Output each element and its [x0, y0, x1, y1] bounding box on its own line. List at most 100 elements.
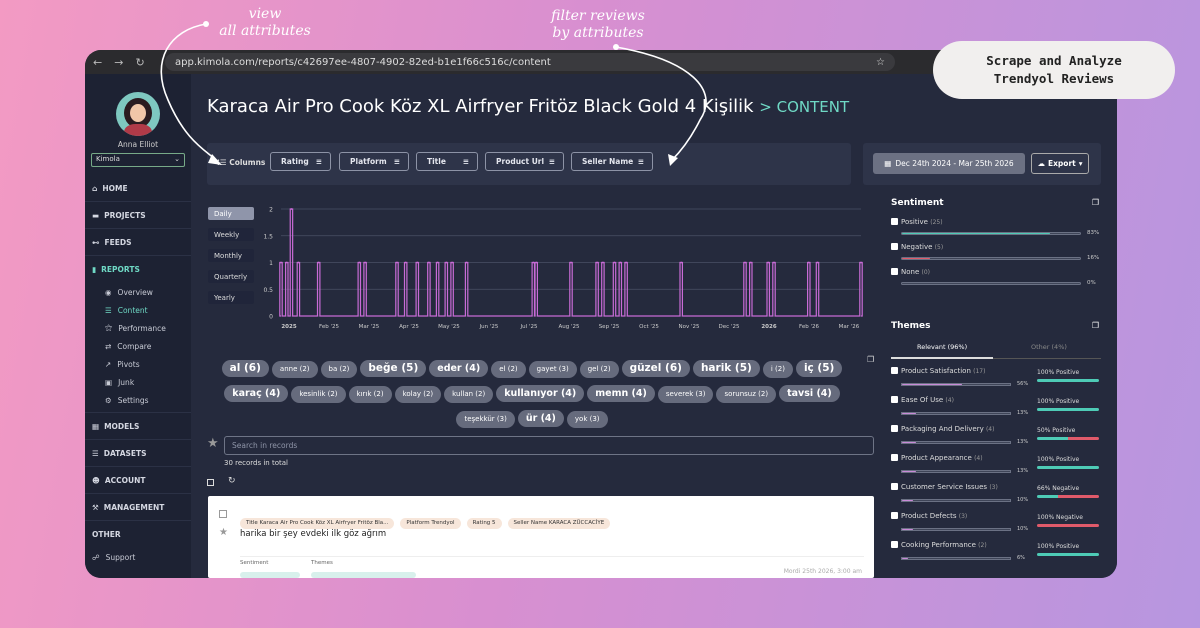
theme-row[interactable]: Product Satisfaction (17) 56% 100% Positiv… — [891, 367, 1101, 396]
word-tag[interactable]: gayet (3) — [528, 361, 577, 378]
word-tag[interactable]: ba (2) — [320, 361, 358, 378]
word-tag[interactable]: el (2) — [491, 361, 526, 378]
sidebar-item-management[interactable]: ⚒ MANAGEMENT — [85, 494, 191, 521]
word-tag[interactable]: beğe (5) — [360, 360, 427, 377]
theme-checkbox[interactable] — [891, 541, 898, 548]
word-tag[interactable]: teşekkür (3) — [456, 411, 515, 428]
word-tag[interactable]: güzel (6) — [621, 360, 690, 377]
record-attribute-tag: Title Karaca Air Pro Cook Köz XL Airfrye… — [240, 518, 395, 529]
word-tag[interactable]: iç (5) — [795, 360, 843, 377]
theme-row[interactable]: Product Appearance (4) 13% 100% Positive — [891, 454, 1101, 483]
sentiment-row[interactable]: None (0) 0% — [891, 268, 1101, 293]
sentiment-bar — [901, 232, 1081, 235]
word-tag[interactable]: severek (3) — [657, 386, 714, 403]
filter-product-url-button[interactable]: Product Url ≡ — [485, 152, 564, 171]
refresh-icon[interactable]: ↻ — [228, 476, 236, 486]
url-bar[interactable]: app.kimola.com/reports/c42697ee-4807-490… — [165, 53, 895, 71]
sidebar-sub-overview[interactable]: ◉ Overview — [85, 283, 191, 301]
record-star-icon[interactable]: ★ — [219, 527, 228, 538]
word-tag[interactable]: gel (2) — [579, 361, 619, 378]
sidebar-sub-compare[interactable]: ⇄ Compare — [85, 337, 191, 355]
granularity-daily[interactable]: Daily — [208, 207, 254, 220]
sidebar-item-home[interactable]: ⌂ HOME — [85, 175, 191, 202]
copy-icon[interactable]: ❐ — [1091, 198, 1099, 207]
sentiment-label: Negative — [901, 243, 933, 251]
sentiment-row[interactable]: Positive (25) 83% — [891, 218, 1101, 243]
sentiment-row[interactable]: Negative (5) 16% — [891, 243, 1101, 268]
x-tick-label: Feb '25 — [319, 324, 339, 330]
sidebar-sub-content[interactable]: ☰ Content — [85, 301, 191, 319]
word-tag[interactable]: memn (4) — [587, 385, 655, 402]
export-button[interactable]: ☁ Export ▾ — [1031, 153, 1089, 174]
granularity-weekly[interactable]: Weekly — [208, 228, 254, 241]
theme-checkbox[interactable] — [891, 367, 898, 374]
sidebar-sub-support[interactable]: ☍ Support — [85, 548, 191, 566]
theme-checkbox[interactable] — [891, 454, 898, 461]
reload-icon[interactable]: ↻ — [135, 55, 145, 69]
sidebar-sub-pivots[interactable]: ↗ Pivots — [85, 355, 191, 373]
theme-checkbox[interactable] — [891, 396, 898, 403]
sidebar-sub-junk[interactable]: ▣ Junk — [85, 373, 191, 391]
word-tag[interactable]: kesinlik (2) — [291, 386, 346, 403]
org-select[interactable]: Kimola ⌄ — [91, 153, 185, 167]
theme-checkbox[interactable] — [891, 483, 898, 490]
granularity-monthly[interactable]: Monthly — [208, 249, 254, 262]
word-tag[interactable]: kolay (2) — [394, 386, 442, 403]
sidebar-item-reports[interactable]: ▮ REPORTS — [85, 256, 191, 283]
sentiment-checkbox[interactable] — [891, 218, 898, 225]
theme-sentiment-text: 100% Negative — [1037, 514, 1083, 521]
filter-rating-button[interactable]: Rating ≡ — [270, 152, 331, 171]
theme-bar-fill — [902, 413, 917, 414]
tab-relevant[interactable]: Relevant (96%) — [917, 343, 968, 351]
sidebar-sub-performance[interactable]: ⚝ Performance — [85, 319, 191, 337]
theme-row[interactable]: Packaging And Delivery (4) 13% 50% Positiv… — [891, 425, 1101, 454]
granularity-yearly[interactable]: Yearly — [208, 291, 254, 304]
filter-title-button[interactable]: Title ≡ — [416, 152, 478, 171]
data-point — [749, 261, 752, 264]
search-input[interactable]: Search in records — [224, 436, 874, 455]
avatar[interactable] — [116, 92, 160, 136]
sidebar-sub-settings[interactable]: ⚙ Settings — [85, 391, 191, 409]
granularity-quarterly[interactable]: Quarterly — [208, 270, 254, 283]
sentiment-checkbox[interactable] — [891, 243, 898, 250]
word-tag[interactable]: ür (4) — [517, 410, 564, 427]
tab-other[interactable]: Other (4%) — [1031, 343, 1067, 351]
theme-checkbox[interactable] — [891, 425, 898, 432]
word-tag[interactable]: tavsi (4) — [779, 385, 840, 402]
star-icon[interactable]: ☆ — [876, 56, 885, 68]
theme-row[interactable]: Customer Service Issues (3) 10% 66% Negati… — [891, 483, 1101, 512]
select-all-checkbox[interactable] — [207, 479, 214, 486]
favorite-star-icon[interactable]: ★ — [207, 436, 219, 451]
copy-icon[interactable]: ❐ — [867, 355, 875, 364]
filter-seller-name-button[interactable]: Seller Name ≡ — [571, 152, 653, 171]
word-tag[interactable]: kırık (2) — [348, 386, 392, 403]
forward-icon[interactable]: → — [114, 55, 124, 69]
sidebar-item-account[interactable]: ☻ ACCOUNT — [85, 467, 191, 494]
back-icon[interactable]: ← — [93, 55, 103, 69]
sidebar-item-projects[interactable]: ▬ PROJECTS — [85, 202, 191, 229]
sidebar-item-models[interactable]: ▦ MODELS — [85, 413, 191, 440]
theme-row[interactable]: Cooking Performance (2) 6% 100% Positive — [891, 541, 1101, 570]
word-tag[interactable]: sorunsuz (2) — [716, 386, 777, 403]
columns-button[interactable]: ⁝☰ Columns — [217, 158, 265, 167]
theme-row[interactable]: Product Defects (3) 10% 100% Negative — [891, 512, 1101, 541]
date-range-button[interactable]: ▦ Dec 24th 2024 - Mar 25th 2026 — [873, 153, 1025, 174]
word-tag[interactable]: anne (2) — [271, 361, 318, 378]
sidebar-item-datasets[interactable]: ☰ DATASETS — [85, 440, 191, 467]
word-tag[interactable]: al (6) — [221, 360, 269, 377]
org-select-value: Kimola — [96, 155, 120, 163]
word-tag[interactable]: eder (4) — [429, 360, 489, 377]
theme-row[interactable]: Ease Of Use (4) 13% 100% Positive — [891, 396, 1101, 425]
word-tag[interactable]: kullanıyor (4) — [496, 385, 585, 402]
theme-checkbox[interactable] — [891, 512, 898, 519]
word-tag[interactable]: harik (5) — [692, 360, 760, 377]
word-tag[interactable]: yok (3) — [566, 411, 608, 428]
word-tag[interactable]: i (2) — [762, 361, 793, 378]
word-tag[interactable]: kullan (2) — [444, 386, 494, 403]
word-tag[interactable]: karaç (4) — [224, 385, 289, 402]
copy-icon[interactable]: ❐ — [1091, 321, 1099, 330]
filter-platform-button[interactable]: Platform ≡ — [339, 152, 409, 171]
sidebar-item-feeds[interactable]: ⊷ FEEDS — [85, 229, 191, 256]
sentiment-checkbox[interactable] — [891, 268, 898, 275]
record-checkbox[interactable] — [219, 510, 227, 518]
